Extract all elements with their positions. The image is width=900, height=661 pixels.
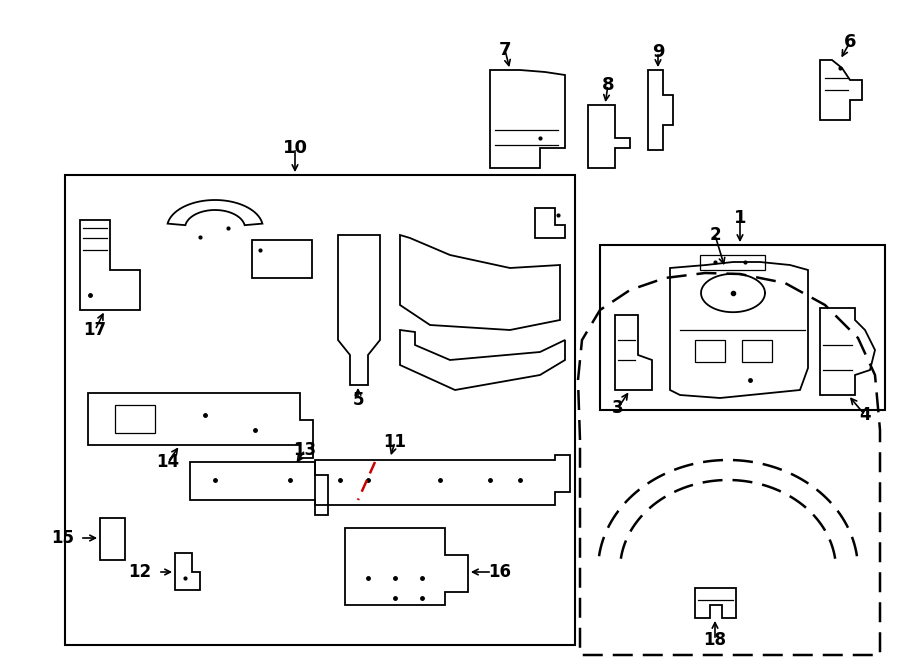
Text: 3: 3: [612, 399, 624, 417]
Bar: [700, 255, 765, 270]
Bar: [742, 340, 772, 362]
Text: 13: 13: [293, 441, 317, 459]
Text: 7: 7: [499, 41, 511, 59]
Text: 18: 18: [704, 631, 726, 649]
Text: 16: 16: [489, 563, 511, 581]
Bar: [600, 245, 885, 410]
Text: 2: 2: [709, 226, 721, 244]
Text: 14: 14: [157, 453, 180, 471]
Text: 15: 15: [51, 529, 75, 547]
Text: 10: 10: [283, 139, 308, 157]
Text: 4: 4: [860, 406, 871, 424]
Text: 11: 11: [383, 433, 407, 451]
Bar: [65, 175, 575, 645]
Text: 17: 17: [84, 321, 106, 339]
Bar: [115, 405, 155, 433]
Text: 1: 1: [734, 209, 746, 227]
Bar: [695, 340, 725, 362]
Bar: [252, 240, 312, 278]
Text: 5: 5: [352, 391, 364, 409]
Text: 9: 9: [652, 43, 664, 61]
Text: 12: 12: [129, 563, 151, 581]
Text: 8: 8: [602, 76, 615, 94]
Text: 6: 6: [844, 33, 856, 51]
